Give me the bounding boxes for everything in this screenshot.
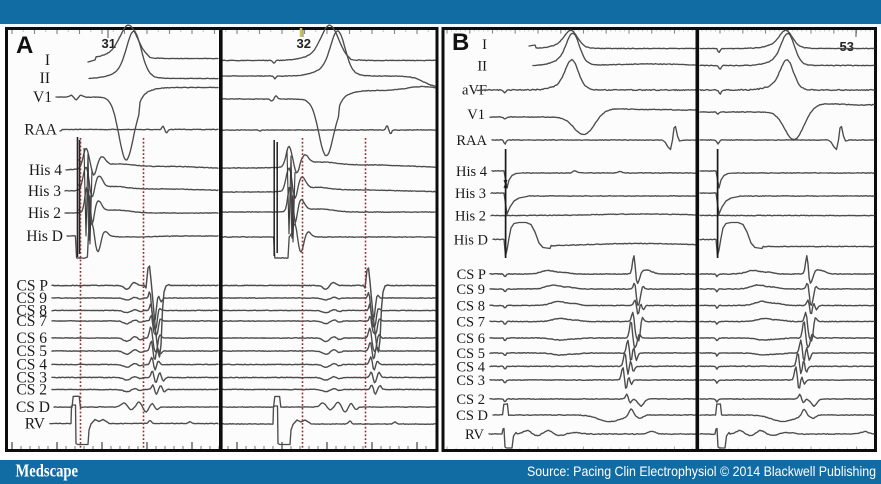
svg-text:CS P: CS P (17, 278, 48, 295)
svg-text:His D: His D (26, 228, 63, 245)
svg-text:His 3: His 3 (28, 183, 61, 200)
svg-text:CS 3: CS 3 (16, 370, 47, 387)
svg-text:RAA: RAA (24, 122, 58, 139)
svg-text:CS 5: CS 5 (16, 343, 47, 360)
svg-text:CS P: CS P (457, 267, 486, 283)
svg-text:RAA: RAA (456, 133, 487, 149)
svg-text:CS 8: CS 8 (16, 303, 47, 320)
svg-text:31: 31 (102, 36, 116, 51)
svg-text:RV: RV (465, 427, 485, 443)
svg-text:CS 6: CS 6 (456, 331, 485, 347)
svg-text:CS 4: CS 4 (16, 357, 47, 374)
svg-text:His D: His D (454, 233, 488, 249)
svg-text:CS 7: CS 7 (16, 313, 47, 330)
svg-text:V1: V1 (467, 107, 485, 123)
svg-text:A: A (16, 32, 33, 59)
svg-text:53: 53 (840, 39, 854, 54)
svg-text:His 2: His 2 (455, 209, 486, 225)
svg-text:CS 9: CS 9 (456, 282, 485, 298)
svg-text:CS 7: CS 7 (456, 315, 485, 331)
svg-text:CS 2: CS 2 (456, 392, 485, 408)
svg-text:CS 3: CS 3 (456, 373, 485, 389)
svg-text:II: II (40, 70, 50, 87)
svg-text:RV: RV (25, 416, 46, 433)
svg-text:His 4: His 4 (29, 162, 62, 179)
svg-text:II: II (477, 59, 487, 75)
svg-text:His 4: His 4 (456, 164, 488, 180)
svg-text:I: I (45, 52, 50, 69)
svg-text:32: 32 (297, 36, 311, 51)
svg-text:CS D: CS D (456, 408, 488, 424)
svg-text:V1: V1 (33, 89, 52, 106)
svg-text:His 3: His 3 (455, 186, 486, 202)
svg-text:Source: Pacing Clin Electrophy: Source: Pacing Clin Electrophysiol © 201… (527, 463, 876, 479)
svg-text:CS 5: CS 5 (456, 346, 485, 362)
svg-text:I: I (482, 37, 487, 53)
svg-text:His 2: His 2 (28, 205, 61, 222)
svg-text:CS 6: CS 6 (16, 330, 47, 347)
svg-text:CS 8: CS 8 (456, 299, 485, 315)
svg-text:CS 4: CS 4 (456, 359, 485, 375)
svg-text:CS 9: CS 9 (16, 290, 47, 307)
svg-text:B: B (452, 29, 469, 56)
svg-text:CS D: CS D (16, 399, 50, 416)
svg-text:CS 2: CS 2 (16, 382, 47, 399)
svg-text:Medscape: Medscape (16, 461, 79, 481)
svg-text:aVF: aVF (462, 83, 487, 99)
